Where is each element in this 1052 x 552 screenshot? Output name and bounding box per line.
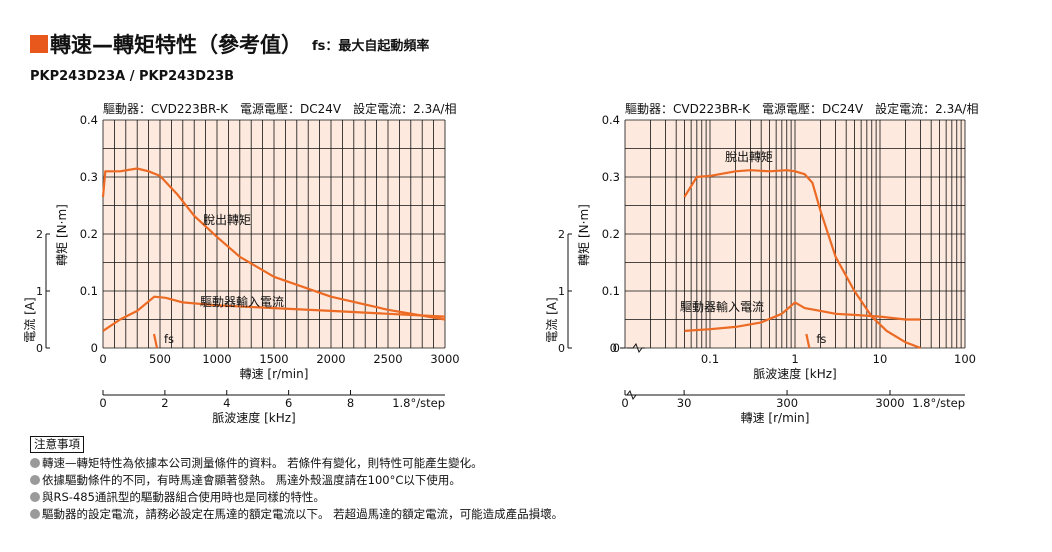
- x-tick-zero: 0: [610, 341, 617, 355]
- fs-line: [152, 333, 159, 349]
- y-tick-label: 0.1: [80, 284, 98, 298]
- fs-line: [805, 333, 811, 349]
- x2-tick-label: 300: [776, 396, 798, 410]
- axis-break-zigzag: [627, 342, 645, 354]
- bullet-icon: [30, 492, 40, 502]
- y-tick-label: 0: [91, 341, 98, 355]
- bullet-icon: [30, 509, 40, 519]
- axis-break-zigzag: [626, 389, 637, 401]
- x-tick-label: 1: [791, 352, 798, 366]
- note-item: 驅動器的設定電流，請務必設定在馬達的額定電流以下。 若超過馬達的額定電流，可能造…: [30, 506, 563, 523]
- pullout-torque-line: [683, 169, 921, 350]
- y2-axis-label: 電流 [A]: [23, 297, 37, 342]
- y2-axis-label: 電流 [A]: [545, 297, 559, 342]
- page-subtitle: fs：最大自起動頻率: [312, 38, 430, 54]
- x2-step-label: 1.8°/step: [912, 396, 965, 410]
- secondary-x-axis: [102, 390, 445, 396]
- x2-tick-label: 3000: [875, 396, 904, 410]
- input-current-line: [102, 295, 446, 332]
- x-axis-label: 脈波速度 [kHz]: [753, 366, 836, 381]
- x2-tick-label: 6: [285, 396, 292, 410]
- x-tick-label: 2500: [373, 352, 402, 366]
- y2-tick-label: 0: [36, 342, 43, 355]
- page-title: 轉速—轉矩特性（參考值）: [50, 33, 302, 57]
- x-tick-label: 1500: [259, 352, 288, 366]
- x-tick-label: 2000: [316, 352, 345, 366]
- pullout-torque-label: 脫出轉矩: [203, 212, 251, 227]
- x-axis-label: 轉速 [r/min]: [240, 367, 309, 381]
- y-axis-label: 轉矩 [N·m]: [577, 204, 591, 266]
- x2-tick-label: 30: [677, 396, 692, 410]
- y-tick-label: 0.1: [602, 284, 620, 298]
- pullout-torque-line: [101, 167, 446, 321]
- y-tick-label: 0: [613, 341, 620, 355]
- x2-tick-label: 0: [99, 396, 106, 410]
- y-tick-label: 0.4: [80, 113, 98, 127]
- input-current-line: [684, 301, 921, 332]
- current-axis: [45, 233, 50, 349]
- input-current-label: 驅動器輸入電流: [680, 299, 764, 314]
- x-tick-label: 10: [873, 352, 888, 366]
- y-tick-label: 0.4: [602, 113, 620, 127]
- fs-label: fs: [816, 332, 826, 346]
- x-tick-label: 500: [149, 352, 171, 366]
- note-item: 依據驅動條件的不同，有時馬達會顯著發熱。 馬達外殼溫度請在100°C以下使用。: [30, 472, 563, 489]
- current-axis: [567, 233, 572, 349]
- model-label: PKP243D23A / PKP243D23B: [30, 69, 235, 84]
- y-tick-label: 0.2: [602, 227, 620, 241]
- x-tick-label: 3000: [430, 352, 459, 366]
- x2-step-label: 1.8°/step: [392, 396, 445, 410]
- x-tick-label: 1000: [202, 352, 231, 366]
- x-tick-label: 0: [99, 352, 106, 366]
- note-item: 與RS-485通訊型的驅動器組合使用時也是同樣的特性。: [30, 489, 563, 506]
- x2-axis-label: 轉速 [r/min]: [741, 411, 810, 425]
- x2-tick-label: 2: [161, 396, 168, 410]
- bullet-icon: [30, 458, 40, 468]
- y2-tick-label: 0: [558, 342, 565, 355]
- y-tick-label: 0.3: [602, 170, 620, 184]
- grid-lines: [102, 119, 446, 349]
- notes-title: 注意事項: [30, 436, 84, 453]
- x2-tick-label: 4: [223, 396, 230, 410]
- x2-tick-label: 8: [347, 396, 354, 410]
- pullout-torque-label: 脫出轉矩: [725, 149, 773, 164]
- y2-tick-label: 2: [36, 228, 43, 241]
- y2-tick-label: 1: [558, 285, 565, 298]
- axis-break: [620, 342, 645, 354]
- driver-info: 驅動器：CVD223BR-K 電源電壓：DC24V 設定電流：2.3A/相: [103, 101, 456, 116]
- x-tick-label: 0.1: [701, 352, 719, 366]
- x-tick-label: 100: [954, 352, 976, 366]
- y-tick-label: 0.2: [80, 227, 98, 241]
- note-item: 轉速—轉矩特性為依據本公司測量條件的資料。 若條件有變化，則特性可能產生變化。: [30, 455, 563, 472]
- input-current-label: 驅動器輸入電流: [200, 294, 284, 309]
- chart-1: 驅動器：CVD223BR-K 電源電壓：DC24V 設定電流：2.3A/相 0 0.…: [23, 101, 460, 425]
- secondary-x-axis: [624, 389, 965, 401]
- page-header: 轉速—轉矩特性（參考值） fs：最大自起動頻率: [30, 31, 429, 57]
- grid-lines: [624, 119, 966, 349]
- y-axis-label: 轉矩 [N·m]: [55, 204, 69, 266]
- title-marker-square: [30, 35, 48, 53]
- bullet-icon: [30, 475, 40, 485]
- y-tick-label: 0.3: [80, 170, 98, 184]
- x2-axis-label: 脈波速度 [kHz]: [212, 410, 295, 425]
- y2-tick-label: 2: [558, 228, 565, 241]
- notes-section: 注意事項 轉速—轉矩特性為依據本公司測量條件的資料。 若條件有變化，則特性可能產…: [30, 436, 563, 523]
- fs-label: fs: [164, 332, 174, 346]
- x2-tick-label: 0: [621, 396, 628, 410]
- driver-info: 驅動器：CVD223BR-K 電源電壓：DC24V 設定電流：2.3A/相: [625, 101, 978, 116]
- y2-tick-label: 1: [36, 285, 43, 298]
- chart-2: 驅動器：CVD223BR-K 電源電壓：DC24V 設定電流：2.3A/相 0 0.…: [545, 101, 978, 425]
